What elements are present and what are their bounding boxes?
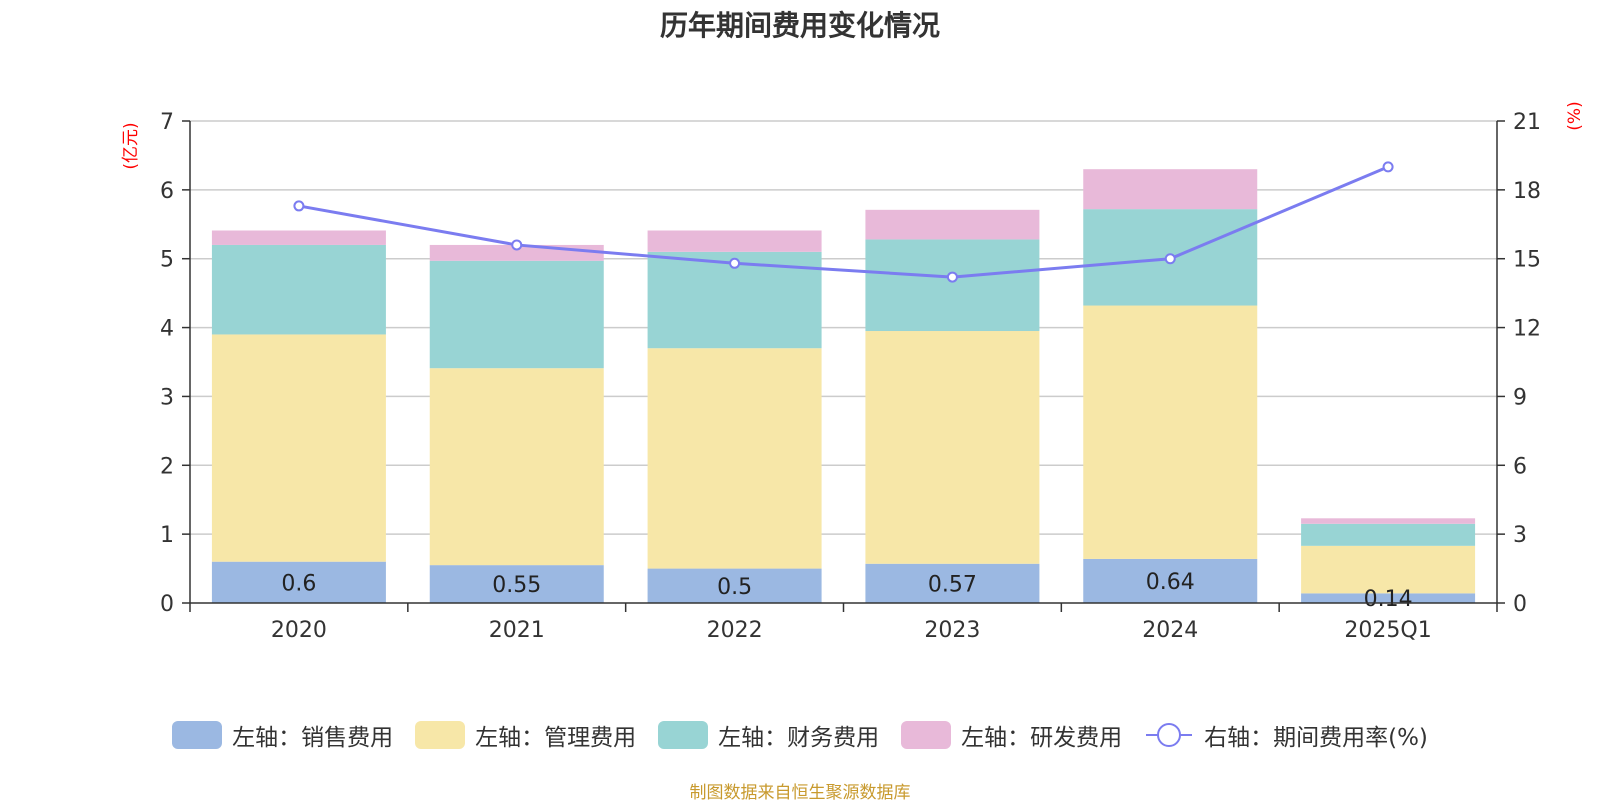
bar-segment bbox=[647, 230, 822, 252]
x-tick-label: 2024 bbox=[1142, 618, 1198, 643]
y-left-tick-label: 4 bbox=[160, 317, 174, 342]
legend-swatch bbox=[172, 721, 223, 749]
y-right-tick-label: 12 bbox=[1513, 317, 1541, 342]
y-left-tick-label: 1 bbox=[160, 523, 174, 548]
legend-label: 右轴：期间费用率(%) bbox=[1204, 725, 1428, 751]
x-tick-label: 2021 bbox=[489, 618, 545, 643]
legend-item[interactable]: 左轴：销售费用 bbox=[172, 718, 393, 752]
y-left-tick-label: 5 bbox=[160, 248, 174, 273]
bar-segment bbox=[211, 230, 386, 245]
legend-item[interactable]: 左轴：财务费用 bbox=[658, 718, 879, 752]
bar-segment bbox=[865, 331, 1040, 564]
bar-segment bbox=[429, 368, 604, 566]
bar-segment bbox=[1083, 169, 1258, 210]
bar-segment bbox=[429, 565, 604, 603]
legend-item[interactable]: 左轴：研发费用 bbox=[901, 718, 1122, 752]
x-tick-label: 2023 bbox=[924, 618, 980, 643]
legend-swatch bbox=[901, 721, 952, 749]
y-right-tick-label: 9 bbox=[1513, 385, 1527, 410]
rate-point bbox=[293, 200, 305, 212]
bar-segment bbox=[865, 239, 1040, 332]
bar-segment bbox=[1301, 545, 1476, 594]
y-left-tick-label: 7 bbox=[160, 110, 174, 135]
bar-data-label: 0.55 bbox=[492, 573, 541, 598]
rate-point bbox=[511, 239, 523, 251]
legend-item[interactable]: 右轴：期间费用率(%) bbox=[1144, 718, 1428, 752]
bar-segment bbox=[1301, 593, 1476, 603]
y-right-tick-label: 18 bbox=[1513, 179, 1541, 204]
bar-segment bbox=[211, 561, 386, 603]
x-tick-label: 2022 bbox=[707, 618, 763, 643]
y-left-tick-label: 3 bbox=[160, 385, 174, 410]
source-note: 制图数据来自恒生聚源数据库 bbox=[689, 783, 911, 803]
legend-swatch bbox=[415, 721, 466, 749]
rate-point bbox=[729, 257, 741, 269]
bar-segment bbox=[1083, 305, 1258, 559]
bar-segment bbox=[1301, 518, 1476, 524]
bar-data-label: 0.5 bbox=[717, 575, 752, 600]
legend: 左轴：销售费用 左轴：管理费用 左轴：财务费用 左轴：研发费用 右轴：期间费用率(%) bbox=[0, 718, 1600, 752]
legend-label: 左轴：财务费用 bbox=[718, 725, 880, 751]
rate-point bbox=[1164, 253, 1176, 265]
bar-data-label: 0.64 bbox=[1146, 570, 1195, 595]
legend-swatch bbox=[658, 721, 709, 749]
legend-label: 左轴：销售费用 bbox=[232, 725, 394, 751]
x-tick-label: 2025Q1 bbox=[1344, 618, 1431, 643]
rate-point bbox=[1382, 161, 1394, 173]
y-right-tick-label: 3 bbox=[1513, 523, 1527, 548]
bar-segment bbox=[647, 348, 822, 569]
rate-line bbox=[298, 165, 1389, 279]
bar-data-label: 0.57 bbox=[928, 572, 977, 597]
bar-segment bbox=[647, 568, 822, 603]
bar-segment bbox=[865, 563, 1040, 603]
y-right-tick-label: 0 bbox=[1513, 592, 1527, 617]
legend-label: 左轴：管理费用 bbox=[475, 725, 637, 751]
rate-point bbox=[946, 271, 958, 283]
legend-label: 左轴：研发费用 bbox=[961, 725, 1123, 751]
legend-swatch bbox=[1146, 723, 1193, 747]
bar-segment bbox=[1301, 523, 1476, 546]
bar-segment bbox=[865, 209, 1040, 240]
bar-segment bbox=[429, 260, 604, 369]
bar-data-label: 0.14 bbox=[1364, 587, 1413, 612]
y-right-tick-label: 15 bbox=[1513, 248, 1541, 273]
y-left-tick-label: 6 bbox=[160, 179, 174, 204]
y-left-tick-label: 2 bbox=[160, 454, 174, 479]
y-right-unit: (%) bbox=[1565, 101, 1585, 130]
bar-data-label: 0.6 bbox=[281, 571, 316, 596]
y-left-tick-label: 0 bbox=[160, 592, 174, 617]
chart-title: 历年期间费用变化情况 bbox=[659, 9, 940, 42]
y-right-tick-label: 21 bbox=[1513, 110, 1541, 135]
bar-segment bbox=[211, 334, 386, 562]
x-tick-label: 2020 bbox=[271, 618, 327, 643]
bar-segment bbox=[1083, 558, 1258, 603]
y-left-unit: (亿元) bbox=[121, 122, 141, 169]
legend-item[interactable]: 左轴：管理费用 bbox=[415, 718, 636, 752]
y-right-tick-label: 6 bbox=[1513, 454, 1527, 479]
bar-segment bbox=[211, 244, 386, 335]
